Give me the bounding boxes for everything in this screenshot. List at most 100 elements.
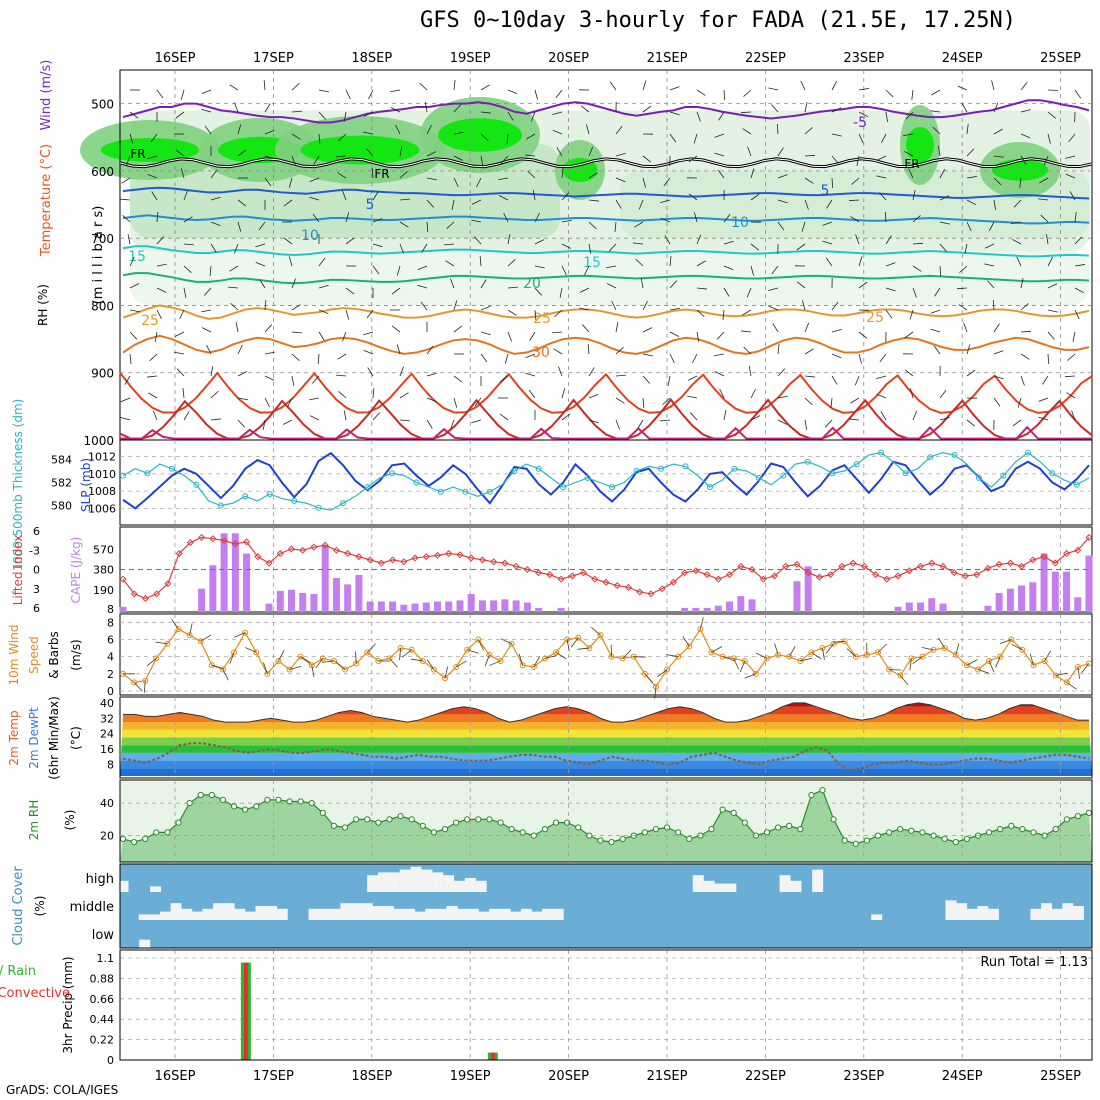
wind-barb bbox=[993, 323, 1000, 333]
wind-barb bbox=[939, 221, 950, 225]
cloud-high-bar bbox=[812, 869, 824, 892]
lifted-marker bbox=[445, 549, 453, 557]
wind-barb bbox=[450, 278, 455, 289]
wind-barb bbox=[1047, 283, 1058, 289]
precip-conv-bar-1 bbox=[490, 1052, 495, 1060]
lifted-tick-4: 6 bbox=[33, 602, 40, 615]
lifted-marker bbox=[456, 551, 464, 559]
rh2m-marker bbox=[952, 839, 959, 846]
wind-barb bbox=[530, 111, 536, 122]
isotherm-label--5-0: -5 bbox=[853, 115, 867, 131]
wind-barb bbox=[669, 86, 680, 91]
wind10-barb bbox=[401, 649, 412, 658]
wind-barb bbox=[904, 369, 914, 377]
rh2m-marker bbox=[175, 819, 182, 826]
wind10-marker bbox=[475, 636, 482, 643]
wind10-barb bbox=[544, 655, 557, 659]
cape-bar bbox=[523, 602, 531, 612]
lifted-marker bbox=[433, 551, 442, 559]
pressure-tick-900: 900 bbox=[91, 367, 114, 381]
wind-barb bbox=[474, 236, 482, 245]
wind-barb bbox=[264, 103, 271, 113]
wind-barb bbox=[1064, 375, 1076, 378]
wind-barb bbox=[230, 303, 239, 311]
wind10-marker bbox=[697, 626, 704, 633]
rh2m-marker bbox=[775, 824, 782, 831]
cloud-high-bar bbox=[453, 880, 465, 892]
wind-barb bbox=[255, 262, 266, 267]
wind-barb bbox=[419, 82, 428, 91]
precip-tick-0.88: 0.88 bbox=[90, 972, 115, 985]
wind10-marker bbox=[852, 653, 859, 660]
wind-barb bbox=[417, 265, 428, 270]
wind-barb bbox=[174, 351, 185, 355]
lifted-marker bbox=[613, 582, 621, 590]
wind10-marker bbox=[619, 655, 626, 662]
lifted-marker bbox=[827, 571, 835, 579]
wind-barb bbox=[1016, 256, 1022, 267]
lifted-marker bbox=[389, 556, 397, 564]
wind-barb bbox=[498, 177, 509, 181]
rh-band-1 bbox=[130, 251, 1090, 306]
wind-barb bbox=[426, 124, 432, 135]
wind10-marker bbox=[153, 655, 160, 662]
wind-barb bbox=[696, 309, 705, 318]
cloud-high-bar bbox=[367, 875, 379, 892]
rh2m-marker bbox=[897, 826, 904, 833]
wind10-barb bbox=[1044, 650, 1052, 662]
wind-barb bbox=[959, 265, 968, 273]
cape-bar bbox=[209, 565, 217, 612]
date-tick-top-19SEP: 19SEP bbox=[450, 51, 491, 66]
cloud-high-bar bbox=[432, 872, 444, 892]
thickness-marker bbox=[437, 488, 444, 495]
wind-barb bbox=[291, 375, 295, 386]
lifted-marker bbox=[726, 571, 734, 579]
wind10-marker bbox=[897, 672, 904, 679]
lifted-marker bbox=[759, 575, 767, 583]
wind-barb bbox=[372, 218, 383, 223]
cape-bar bbox=[939, 603, 947, 612]
precip-tick-0.44: 0.44 bbox=[90, 1013, 115, 1026]
wind-barb bbox=[426, 397, 437, 402]
wind-barb bbox=[831, 107, 842, 113]
rh2m-marker bbox=[464, 816, 471, 823]
rh2m-marker bbox=[786, 822, 793, 829]
wind-barb bbox=[534, 89, 538, 100]
wind-barb bbox=[912, 190, 916, 201]
wind-barb bbox=[264, 300, 267, 311]
freezing-label-1: FR bbox=[374, 167, 389, 181]
thickness-marker bbox=[144, 470, 151, 477]
lifted-marker bbox=[669, 578, 677, 586]
rh2m-marker bbox=[652, 826, 660, 833]
wind-barb bbox=[399, 171, 408, 179]
wind-barb bbox=[209, 265, 212, 276]
wind10-barb bbox=[977, 669, 990, 674]
lifted-marker bbox=[1051, 559, 1059, 567]
isotherm-15 bbox=[122, 245, 1090, 258]
cape-bar bbox=[714, 605, 722, 612]
wind-barb bbox=[453, 325, 463, 333]
thickness-marker bbox=[168, 465, 175, 472]
temp-tick-8: 8 bbox=[107, 758, 114, 771]
wind-barb bbox=[234, 243, 239, 254]
wind-barb bbox=[642, 375, 650, 384]
wind-barb bbox=[129, 256, 135, 267]
wind-barb bbox=[801, 221, 806, 232]
lifted-marker bbox=[153, 590, 161, 598]
wind-barb bbox=[291, 304, 301, 311]
lifted-marker bbox=[478, 556, 486, 564]
wind-barb bbox=[1017, 397, 1022, 408]
lifted-tick-0: 6 bbox=[33, 525, 40, 538]
thickness-marker bbox=[291, 497, 298, 504]
wind-barb bbox=[615, 397, 625, 404]
wind-barb bbox=[337, 172, 347, 179]
wind-barb bbox=[534, 212, 540, 223]
wind-barb bbox=[831, 155, 839, 164]
wind-barb bbox=[507, 111, 514, 121]
wind10-barb bbox=[800, 657, 813, 662]
cloud-high-bar bbox=[377, 872, 389, 892]
lifted-marker bbox=[535, 569, 543, 577]
wind-barb bbox=[424, 102, 428, 113]
wind-barb bbox=[201, 327, 212, 333]
wind-barb bbox=[554, 309, 563, 317]
